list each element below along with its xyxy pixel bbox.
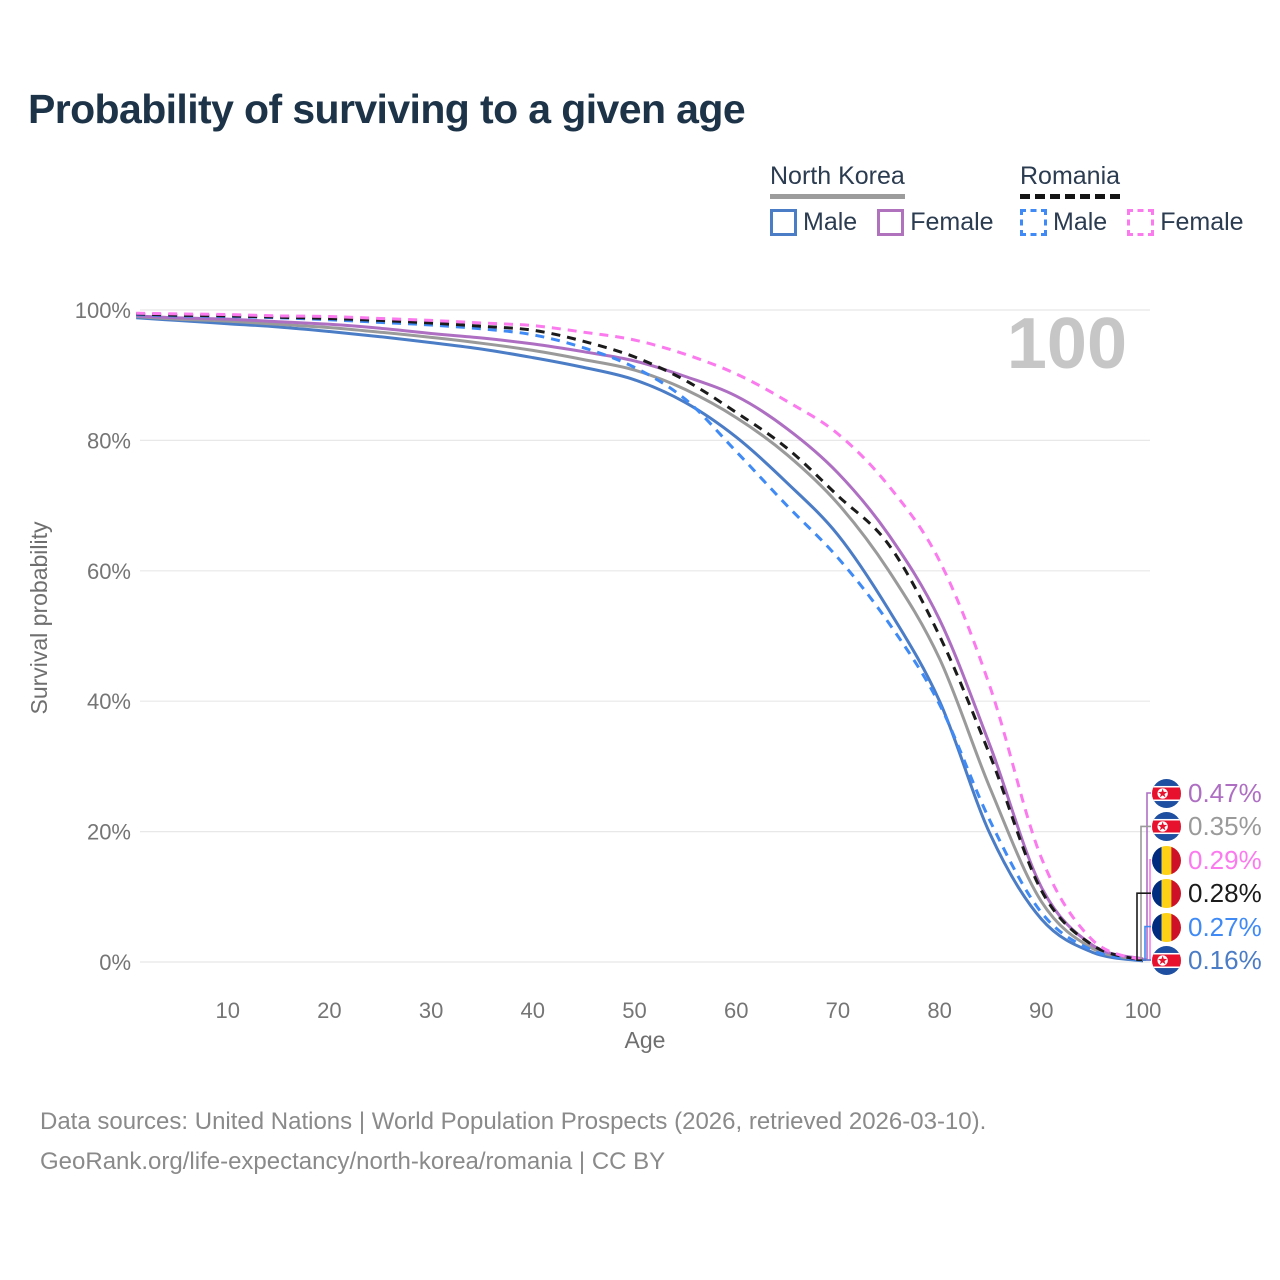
y-axis-tick-label: 80% bbox=[87, 428, 131, 453]
legend-group-title-romania: Romania bbox=[1020, 162, 1121, 199]
y-axis-tick-label: 20% bbox=[87, 820, 131, 845]
country-flag-icon bbox=[1152, 812, 1181, 841]
footer-attribution: GeoRank.org/life-expectancy/north-korea/… bbox=[40, 1148, 666, 1175]
y-axis-title: Survival probability bbox=[26, 521, 52, 715]
end-value-text: 0.28% bbox=[1188, 877, 1262, 908]
legend-item-romania-female[interactable]: Female bbox=[1127, 208, 1244, 237]
x-axis-tick-label: 50 bbox=[622, 998, 646, 1023]
leader-line bbox=[1136, 892, 1151, 961]
legend-item-label: Male bbox=[1053, 208, 1108, 236]
x-axis-tick-label: 90 bbox=[1029, 998, 1053, 1023]
x-axis-tick-label: 60 bbox=[724, 998, 748, 1023]
y-axis-tick-label: 60% bbox=[87, 559, 131, 584]
legend-item-label: Female bbox=[910, 208, 994, 236]
end-value-label: 0.27% bbox=[1152, 911, 1262, 943]
end-value-text: 0.47% bbox=[1188, 777, 1262, 808]
curve-ro-female[interactable] bbox=[136, 311, 1144, 962]
x-axis-tick-label: 40 bbox=[521, 998, 545, 1023]
legend-item-label: Male bbox=[803, 208, 858, 236]
solid-line-swatch-icon bbox=[770, 209, 797, 236]
leader-line bbox=[1142, 959, 1151, 961]
curve-nk-both[interactable] bbox=[136, 315, 1144, 962]
solid-line-swatch-icon bbox=[877, 209, 905, 236]
end-value-text: 0.35% bbox=[1188, 810, 1262, 841]
legend-item-label: Female bbox=[1160, 208, 1244, 236]
x-axis-tick-label: 20 bbox=[317, 998, 341, 1023]
end-value-label: 0.16% bbox=[1152, 944, 1262, 976]
country-flag-icon bbox=[1152, 846, 1181, 875]
x-axis-tick-label: 80 bbox=[927, 998, 951, 1023]
y-axis-tick-label: 40% bbox=[87, 689, 131, 714]
age-watermark: 100 bbox=[1007, 304, 1127, 384]
y-axis-tick-label: 0% bbox=[99, 950, 131, 975]
y-axis-tick-label: 100% bbox=[75, 298, 131, 323]
legend-item-north-korea-female[interactable]: Female bbox=[877, 208, 994, 237]
legend-item-romania-male[interactable]: Male bbox=[1020, 208, 1107, 237]
curve-nk-female[interactable] bbox=[136, 314, 1144, 961]
end-value-label: 0.47% bbox=[1152, 777, 1262, 809]
country-flag-icon bbox=[1152, 913, 1181, 942]
end-value-text: 0.16% bbox=[1188, 944, 1262, 975]
legend-group-romania: Romania Male Female bbox=[1020, 162, 1244, 237]
dashed-line-swatch-icon bbox=[1127, 209, 1155, 236]
legend-item-north-korea-male[interactable]: Male bbox=[770, 208, 857, 237]
curve-ro-male[interactable] bbox=[136, 313, 1144, 962]
legend-group-title-north-korea: North Korea bbox=[770, 162, 905, 199]
x-axis-tick-label: 70 bbox=[826, 998, 850, 1023]
end-value-text: 0.29% bbox=[1188, 844, 1262, 875]
x-axis-title: Age bbox=[625, 1027, 666, 1053]
legend-group-north-korea: North Korea Male Female bbox=[770, 162, 994, 237]
x-axis-tick-label: 10 bbox=[215, 998, 239, 1023]
end-value-label: 0.29% bbox=[1152, 844, 1262, 876]
dashed-line-swatch-icon bbox=[1020, 209, 1047, 236]
country-flag-icon bbox=[1152, 946, 1181, 975]
curve-ro-both[interactable] bbox=[136, 312, 1144, 962]
end-value-text: 0.27% bbox=[1188, 911, 1262, 942]
end-value-label: 0.28% bbox=[1152, 877, 1262, 909]
country-flag-icon bbox=[1152, 779, 1181, 808]
page-title: Probability of surviving to a given age bbox=[28, 86, 746, 132]
x-axis-tick-label: 100 bbox=[1125, 998, 1162, 1023]
country-flag-icon bbox=[1152, 879, 1181, 908]
end-value-label: 0.35% bbox=[1152, 810, 1262, 842]
curve-nk-male[interactable] bbox=[136, 316, 1144, 963]
x-axis-tick-label: 30 bbox=[419, 998, 443, 1023]
footer-data-sources: Data sources: United Nations | World Pop… bbox=[40, 1108, 987, 1135]
